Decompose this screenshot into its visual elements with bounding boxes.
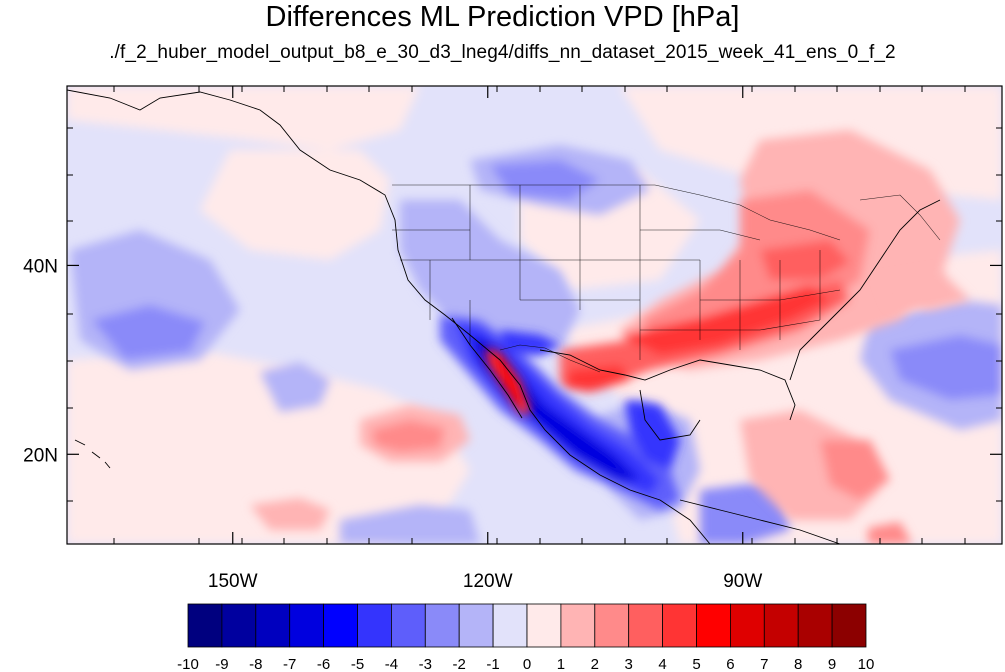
colorbar-label: -9 bbox=[215, 656, 228, 672]
colorbar-label: -2 bbox=[453, 656, 466, 672]
map-title: Differences ML Prediction VPD [hPa] bbox=[265, 1, 740, 33]
colorbar-label: -4 bbox=[385, 656, 398, 672]
colorbar-box bbox=[526, 603, 562, 648]
coastlines bbox=[67, 89, 941, 544]
colorbar-box bbox=[458, 603, 494, 648]
colorbar-label: 4 bbox=[658, 656, 666, 672]
lat-tick-label: 20N bbox=[23, 445, 58, 466]
colorbar-label: -6 bbox=[317, 656, 330, 672]
latitude-axis: 40N 20N bbox=[23, 256, 1002, 466]
colorbar-box bbox=[831, 603, 867, 648]
colorbar-label: 0 bbox=[523, 656, 531, 672]
colorbar-label: -5 bbox=[351, 656, 364, 672]
colorbar-box bbox=[357, 603, 392, 648]
colorbar-label: 8 bbox=[794, 656, 802, 672]
lon-tick-label: 150W bbox=[208, 571, 258, 592]
colorbar-label: 7 bbox=[760, 656, 768, 672]
colorbar-box bbox=[730, 603, 765, 648]
colorbar-box bbox=[797, 603, 833, 648]
longitude-axis: 150W 120W 90W bbox=[208, 86, 762, 592]
colorbar-label: -8 bbox=[249, 656, 262, 672]
colorbar-label: -7 bbox=[283, 656, 296, 672]
colorbar bbox=[187, 603, 867, 648]
colorbar-box bbox=[289, 603, 325, 648]
colorbar-box bbox=[390, 603, 426, 648]
colorbar-label: 2 bbox=[591, 656, 599, 672]
map-subtitle: ./f_2_huber_model_output_b8_e_30_d3_lneg… bbox=[109, 42, 896, 63]
difference-field bbox=[67, 86, 1002, 544]
colorbar-label: 6 bbox=[726, 656, 734, 672]
colorbar-label: 9 bbox=[828, 656, 836, 672]
lon-tick-label: 120W bbox=[463, 571, 513, 592]
colorbar-box bbox=[255, 603, 291, 648]
positive-anomaly-southeast bbox=[560, 130, 960, 392]
colorbar-label: -10 bbox=[177, 656, 199, 672]
colorbar-box bbox=[594, 603, 630, 648]
colorbar-label: 5 bbox=[692, 656, 700, 672]
colorbar-box bbox=[323, 603, 358, 648]
map-panel: 150W 120W 90W 40N 20N bbox=[23, 85, 1003, 592]
colorbar-box bbox=[763, 603, 799, 648]
colorbar-labels: -10 -9 -8 -7 -6 -5 -4 -3 -2 -1 0 1 2 3 4 5 6 7 8 9 10 bbox=[177, 656, 874, 672]
colorbar-box bbox=[492, 603, 528, 648]
colorbar-label: 10 bbox=[858, 656, 875, 672]
colorbar-label: -1 bbox=[486, 656, 499, 672]
colorbar-box bbox=[628, 603, 664, 648]
colorbar-box bbox=[696, 603, 731, 648]
colorbar-box bbox=[221, 603, 257, 648]
colorbar-box bbox=[424, 603, 460, 648]
map-frame bbox=[66, 85, 1003, 545]
lon-tick-label: 90W bbox=[723, 571, 762, 592]
colorbar-box bbox=[187, 603, 223, 648]
colorbar-box bbox=[662, 603, 697, 648]
colorbar-box bbox=[560, 603, 596, 648]
colorbar-label: 1 bbox=[557, 656, 565, 672]
positive-anomaly-gulf-of-california bbox=[484, 348, 532, 414]
colorbar-label: 3 bbox=[625, 656, 633, 672]
colorbar-label: -3 bbox=[419, 656, 432, 672]
lat-tick-label: 40N bbox=[23, 256, 58, 277]
political-borders bbox=[392, 184, 941, 373]
positive-anomaly-pacific bbox=[250, 270, 970, 544]
minor-ticks bbox=[67, 86, 1002, 544]
